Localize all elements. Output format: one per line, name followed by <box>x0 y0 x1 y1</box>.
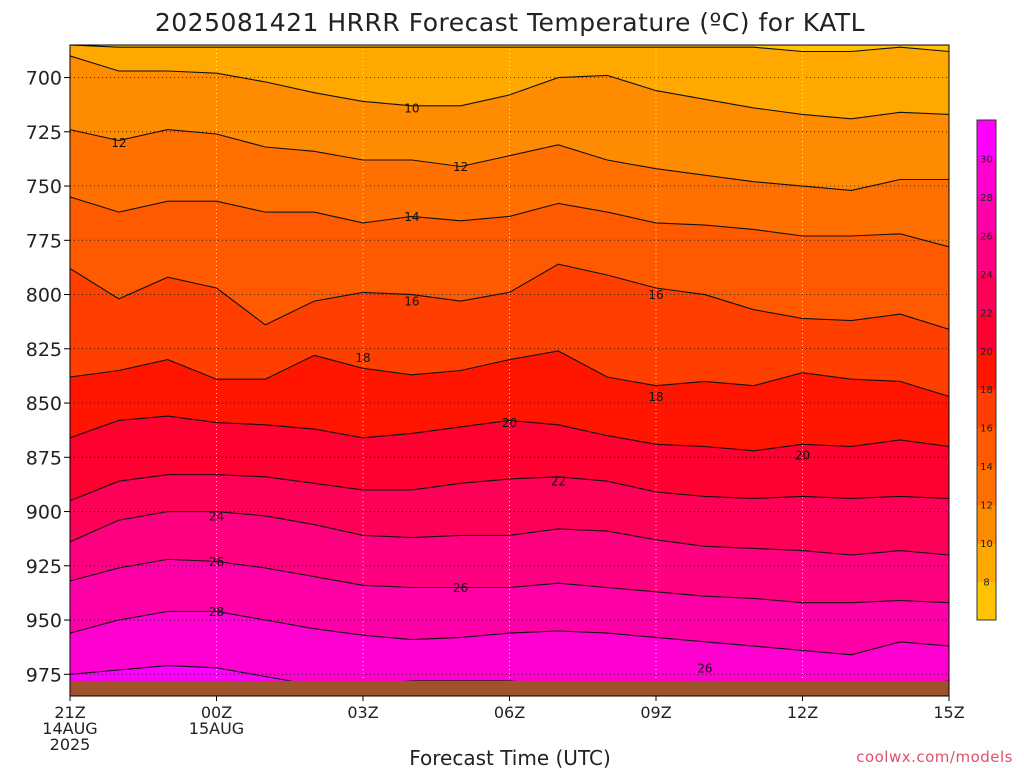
contour-label: 20 <box>502 416 517 430</box>
colorbar-swatch <box>977 581 996 621</box>
colorbar-swatch <box>977 466 996 506</box>
y-tick-label: 975 <box>26 664 62 686</box>
isotherm-layer <box>70 45 949 693</box>
y-tick-label: 775 <box>26 230 62 252</box>
colorbar-label: 16 <box>980 424 993 435</box>
x-tick-label: 15Z <box>933 703 964 722</box>
ground-layer <box>70 680 949 696</box>
colorbar-swatch <box>977 427 996 467</box>
isotherm-line <box>70 415 949 452</box>
x-axis-label: Forecast Time (UTC) <box>409 746 611 768</box>
isotherm-line <box>70 610 949 656</box>
colorbar-swatch <box>977 158 996 198</box>
x-tick-label: 2025 <box>50 735 91 754</box>
isotherm-line <box>70 350 949 398</box>
colorbar-label: 28 <box>980 193 993 204</box>
contour-label: 28 <box>209 605 224 619</box>
isotherm-line <box>70 45 949 53</box>
credit-text: coolwx.com/models <box>856 748 1013 766</box>
contour-label: 14 <box>404 210 419 224</box>
x-tick-label: 03Z <box>347 703 378 722</box>
colorbar-swatch <box>977 235 996 275</box>
contour-label: 26 <box>697 661 712 675</box>
temperature-fill-layer <box>70 45 949 696</box>
contour-label: 26 <box>209 555 224 569</box>
x-tick-label: 06Z <box>494 703 525 722</box>
contour-label: 18 <box>355 351 370 365</box>
pressure-axis: 700 725 750 775 800 825 850 875 900 925 950 975 <box>26 68 70 686</box>
contour-label-layer: 10 12 12 14 16 16 18 18 20 20 22 24 26 26 26 28 <box>111 101 810 675</box>
contour-label: 24 <box>209 509 224 523</box>
colorbar-swatch <box>977 389 996 429</box>
colorbar-label: 12 <box>980 501 993 512</box>
y-tick-label: 825 <box>26 339 62 361</box>
isotherm-line <box>70 474 949 502</box>
isotherm-line <box>70 263 949 330</box>
y-tick-label: 875 <box>26 447 62 469</box>
x-tick-label: 14AUG <box>42 719 97 738</box>
isotherm-line <box>70 129 949 191</box>
isotherm-line <box>70 558 949 604</box>
y-tick-label: 950 <box>26 610 62 632</box>
colorbar-swatch <box>977 350 996 390</box>
y-tick-label: 850 <box>26 393 62 415</box>
y-tick-label: 900 <box>26 502 62 524</box>
contour-label: 16 <box>404 295 419 309</box>
isotherm-line <box>70 196 949 248</box>
x-tick-label: 15AUG <box>189 719 244 738</box>
y-tick-label: 925 <box>26 556 62 578</box>
colorbar-label: 22 <box>980 308 993 319</box>
contour-label: 12 <box>453 160 468 174</box>
x-tick-label: 09Z <box>640 703 671 722</box>
grid-layer <box>69 45 950 696</box>
colorbar-frame <box>976 119 997 621</box>
contour-label: 10 <box>404 101 419 115</box>
x-tick-label: 00Z <box>201 703 232 722</box>
colorbar-swatch <box>977 543 996 583</box>
colorbar: 8 10 12 14 16 18 20 22 24 26 28 30 <box>976 119 997 621</box>
contour-label: 20 <box>795 449 810 463</box>
contour-label: 26 <box>453 581 468 595</box>
colorbar-swatch <box>977 504 996 544</box>
colorbar-label: 10 <box>980 539 993 550</box>
isotherm-line <box>70 55 949 120</box>
isotherm-line <box>70 511 949 556</box>
chart-title: 2025081421 HRRR Forecast Temperature (ºC… <box>155 8 865 37</box>
colorbar-swatch <box>977 196 996 236</box>
colorbar-label: 30 <box>980 154 993 165</box>
colorbar-label: 20 <box>980 347 993 358</box>
colorbar-swatch <box>977 120 996 159</box>
contour-label: 12 <box>111 136 126 150</box>
colorbar-swatch <box>977 273 996 313</box>
ground-surface <box>70 680 949 696</box>
contour-label: 22 <box>551 475 566 489</box>
contour-label: 18 <box>648 390 663 404</box>
y-tick-label: 750 <box>26 176 62 198</box>
y-tick-label: 725 <box>26 122 62 144</box>
y-tick-label: 700 <box>26 68 62 90</box>
colorbar-label: 24 <box>980 270 993 281</box>
colorbar-label: 26 <box>980 231 993 242</box>
y-tick-label: 800 <box>26 285 62 307</box>
x-tick-label: 12Z <box>787 703 818 722</box>
colorbar-label: 8 <box>983 578 989 589</box>
colorbar-label: 14 <box>980 462 993 473</box>
x-tick-label: 21Z <box>54 703 85 722</box>
contour-label: 16 <box>648 288 663 302</box>
plot-frame <box>69 44 950 697</box>
colorbar-swatch <box>977 312 996 352</box>
colorbar-label: 18 <box>980 385 993 396</box>
